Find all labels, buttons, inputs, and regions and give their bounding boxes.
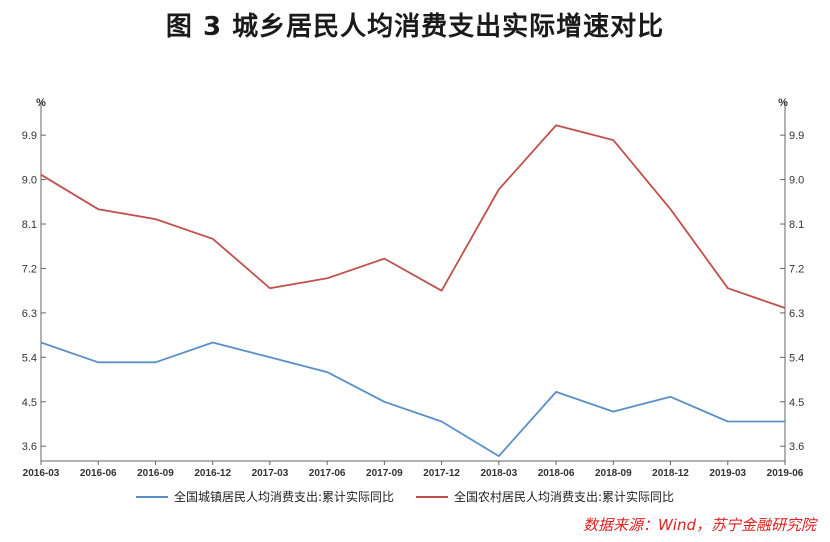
x-tick-label: 2017-06 [309,468,346,479]
legend-label-urban: 全国城镇居民人均消费支出:累计实际同比 [174,490,395,504]
chart-title: 图 3 城乡居民人均消费支出实际增速对比 [165,12,665,42]
x-tick-label: 2016-12 [194,468,231,479]
y-tick-label-left: 9.0 [22,175,37,187]
y-tick-label-left: 3.6 [22,441,37,453]
legend-swatch-urban [136,495,168,498]
x-tick-label: 2016-09 [137,468,174,479]
x-tick-label: 2017-12 [423,468,460,479]
x-tick-label: 2017-03 [252,468,289,479]
y-tick-label-right: 8.1 [789,219,804,231]
y-tick-label-right: 5.4 [789,352,804,364]
y-tick-label-right: 7.2 [789,263,804,275]
y-tick-label-right: 3.6 [789,441,804,453]
y-tick-label-right: 9.0 [789,175,804,187]
x-tick-label: 2018-09 [595,468,632,479]
y-unit-left: % [36,97,46,109]
x-tick-label: 2018-03 [480,468,517,479]
x-tick-label: 2016-03 [23,468,60,479]
series-line-urban [40,341,785,458]
y-tick-label-left: 8.1 [22,219,37,231]
legend-item-urban: 全国城镇居民人均消费支出:累计实际同比 [136,488,394,505]
x-tick-label: 2018-12 [652,468,689,479]
y-tick-label-right: 6.3 [789,308,804,320]
x-tick-label: 2018-06 [538,468,575,479]
data-source: 数据来源：Wind，苏宁金融研究院 [582,516,816,534]
series-line-rural [40,124,786,309]
y-tick-label-left: 5.4 [22,352,37,364]
y-tick-label-left: 6.3 [22,308,37,320]
y-tick-label-left: 4.5 [22,397,37,409]
x-tick-label: 2019-03 [709,468,746,479]
legend-label-rural: 全国农村居民人均消费支出:累计实际同比 [454,490,675,504]
y-tick-label-left: 7.2 [22,263,37,275]
x-tick-label: 2019-06 [767,468,804,479]
x-tick-label: 2016-06 [80,468,117,479]
x-tick-label: 2017-09 [366,468,403,479]
y-tick-label-left: 9.9 [22,130,37,142]
legend-item-rural: 全国农村居民人均消费支出:累计实际同比 [416,488,674,505]
y-tick-label-right: 9.9 [789,130,804,142]
y-tick-label-right: 4.5 [789,397,804,409]
legend-swatch-rural [416,495,448,498]
y-unit-right: % [778,97,788,109]
